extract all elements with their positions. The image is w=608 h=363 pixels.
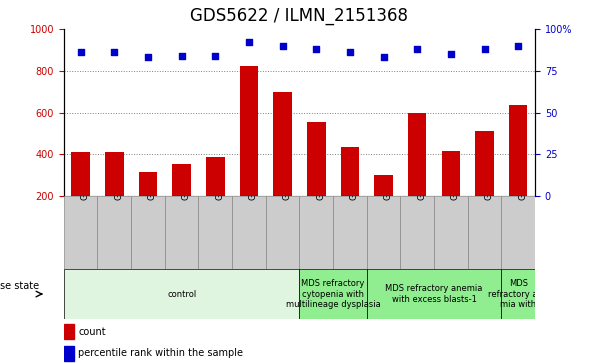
Point bbox=[412, 46, 422, 52]
FancyBboxPatch shape bbox=[165, 196, 198, 269]
Point bbox=[244, 40, 254, 45]
Text: count: count bbox=[78, 327, 106, 337]
FancyBboxPatch shape bbox=[299, 196, 333, 269]
Text: GSM1515750: GSM1515750 bbox=[215, 144, 224, 200]
FancyBboxPatch shape bbox=[502, 196, 535, 269]
Point bbox=[513, 43, 523, 49]
Bar bbox=[64, 324, 74, 339]
Bar bbox=[105, 152, 123, 238]
Text: control: control bbox=[167, 290, 196, 298]
Bar bbox=[441, 151, 460, 238]
Bar bbox=[307, 122, 325, 238]
Text: GSM1515759: GSM1515759 bbox=[518, 144, 527, 200]
FancyBboxPatch shape bbox=[434, 196, 468, 269]
Bar bbox=[173, 164, 191, 238]
FancyBboxPatch shape bbox=[299, 269, 367, 319]
Text: GSM1515754: GSM1515754 bbox=[350, 144, 359, 200]
Point bbox=[76, 49, 86, 55]
Point bbox=[177, 53, 187, 59]
FancyBboxPatch shape bbox=[367, 269, 502, 319]
Text: disease state: disease state bbox=[0, 281, 40, 291]
FancyBboxPatch shape bbox=[131, 196, 165, 269]
Bar bbox=[240, 66, 258, 238]
Point bbox=[109, 49, 119, 55]
FancyBboxPatch shape bbox=[64, 269, 299, 319]
Bar bbox=[206, 158, 224, 238]
Point bbox=[210, 53, 220, 59]
Text: MDS
refractory ane
mia with: MDS refractory ane mia with bbox=[488, 279, 548, 309]
FancyBboxPatch shape bbox=[198, 196, 232, 269]
Bar bbox=[408, 113, 426, 238]
Point bbox=[480, 46, 489, 52]
Point bbox=[311, 46, 321, 52]
Bar bbox=[475, 131, 494, 238]
Text: GSM1515758: GSM1515758 bbox=[485, 144, 494, 200]
Text: GSM1515755: GSM1515755 bbox=[384, 144, 393, 200]
FancyBboxPatch shape bbox=[401, 196, 434, 269]
Text: GSM1515749: GSM1515749 bbox=[182, 144, 191, 200]
Text: GSM1515746: GSM1515746 bbox=[81, 144, 89, 200]
FancyBboxPatch shape bbox=[64, 196, 97, 269]
Text: GSM1515751: GSM1515751 bbox=[249, 144, 258, 200]
FancyBboxPatch shape bbox=[367, 196, 401, 269]
FancyBboxPatch shape bbox=[97, 196, 131, 269]
Bar bbox=[139, 172, 157, 238]
FancyBboxPatch shape bbox=[468, 196, 502, 269]
Point bbox=[446, 51, 456, 57]
Point bbox=[278, 43, 288, 49]
FancyBboxPatch shape bbox=[232, 196, 266, 269]
Text: GSM1515752: GSM1515752 bbox=[283, 144, 292, 200]
Text: MDS refractory
cytopenia with
multilineage dysplasia: MDS refractory cytopenia with multilinea… bbox=[286, 279, 381, 309]
Bar bbox=[375, 175, 393, 238]
Text: GSM1515748: GSM1515748 bbox=[148, 144, 157, 200]
Bar bbox=[71, 152, 90, 238]
Text: GSM1515747: GSM1515747 bbox=[114, 144, 123, 200]
Point bbox=[379, 54, 389, 60]
Point bbox=[345, 49, 355, 55]
Bar bbox=[509, 105, 528, 238]
FancyBboxPatch shape bbox=[266, 196, 299, 269]
Text: GSM1515753: GSM1515753 bbox=[316, 144, 325, 200]
Bar bbox=[274, 91, 292, 238]
FancyBboxPatch shape bbox=[502, 269, 535, 319]
Title: GDS5622 / ILMN_2151368: GDS5622 / ILMN_2151368 bbox=[190, 7, 409, 25]
Text: GSM1515756: GSM1515756 bbox=[417, 144, 426, 200]
Text: percentile rank within the sample: percentile rank within the sample bbox=[78, 348, 243, 358]
Bar bbox=[64, 346, 74, 361]
Text: MDS refractory anemia
with excess blasts-1: MDS refractory anemia with excess blasts… bbox=[385, 284, 483, 304]
Point bbox=[143, 54, 153, 60]
FancyBboxPatch shape bbox=[333, 196, 367, 269]
Bar bbox=[340, 147, 359, 238]
Text: GSM1515757: GSM1515757 bbox=[451, 144, 460, 200]
